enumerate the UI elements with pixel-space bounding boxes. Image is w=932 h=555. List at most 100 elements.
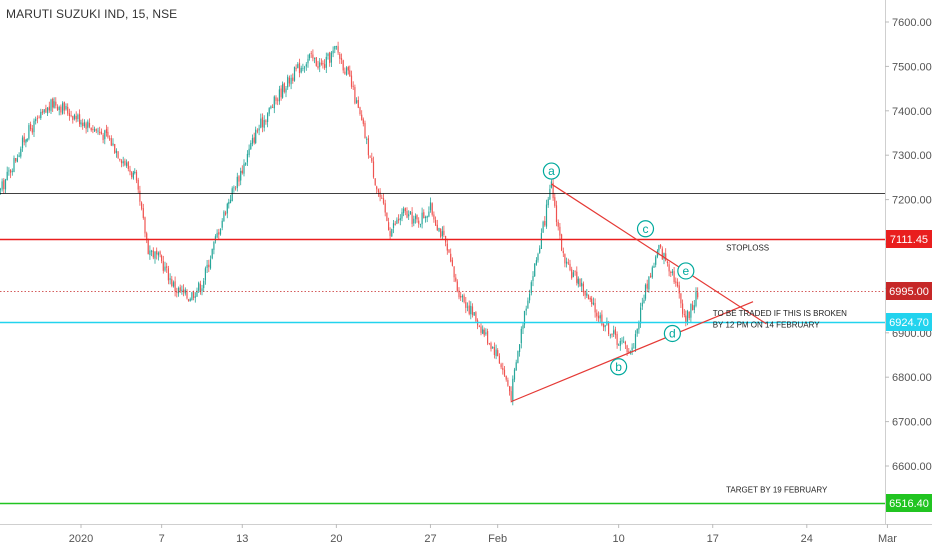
candle-body — [357, 100, 359, 108]
candle-body — [50, 99, 52, 111]
candle-body — [640, 307, 642, 324]
wave-label-circle — [677, 262, 695, 280]
candle-body — [609, 334, 611, 336]
x-tick-label: Mar — [878, 533, 897, 545]
trend-line[interactable] — [551, 183, 767, 325]
candle-body — [134, 171, 136, 173]
candle-body — [246, 153, 248, 163]
candle-body — [94, 128, 96, 132]
candle-body — [603, 324, 605, 328]
candle-body — [500, 364, 502, 368]
candle-body — [304, 67, 306, 69]
candle-body — [75, 116, 77, 120]
candle-body — [82, 122, 84, 127]
candle-body — [295, 68, 297, 70]
candle-body — [471, 306, 474, 315]
candle-body — [661, 248, 663, 260]
candle-body — [519, 344, 521, 352]
chart-title: MARUTI SUZUKI IND, 15, NSE — [6, 7, 178, 21]
candle-body — [693, 305, 695, 310]
candle-body — [110, 138, 112, 146]
candle-body — [631, 347, 633, 351]
candle-body — [147, 240, 149, 255]
candle-body — [643, 299, 645, 303]
candle-body — [690, 303, 692, 318]
candle-body — [80, 122, 82, 125]
candle-body — [421, 212, 423, 225]
candle-body — [515, 362, 517, 371]
candle-body — [243, 163, 245, 174]
y-tick-label: 7200.00 — [892, 195, 932, 207]
wave-label-text: e — [682, 264, 689, 278]
wave-labels-layer: a b c d e — [542, 162, 695, 376]
candle-body — [1, 181, 3, 190]
price-badges: 7111.45 6995.00 6924.70 6516.40 — [886, 230, 932, 512]
candle-body — [468, 305, 470, 314]
y-tick-label: 7500.00 — [892, 61, 932, 73]
candle-body — [376, 186, 378, 190]
candle-body — [688, 312, 690, 318]
candle-body — [398, 219, 400, 221]
candle-body — [28, 125, 30, 139]
candle-body — [619, 341, 621, 346]
candle-body — [571, 269, 573, 279]
candle-body — [485, 332, 487, 335]
candle-body — [641, 302, 643, 307]
candle-body — [302, 68, 304, 69]
chart-annotation: TO BE TRADED IF THIS IS BROKEN — [713, 309, 847, 318]
candle-body — [164, 266, 166, 271]
candle-body — [11, 171, 13, 172]
candle-body — [219, 228, 222, 235]
candle-body — [525, 308, 527, 311]
candle-body — [653, 266, 655, 268]
candle-body — [229, 199, 232, 204]
candle-body — [35, 119, 37, 122]
candle-body — [367, 138, 369, 156]
candle-body — [569, 263, 571, 271]
candle-body — [668, 264, 670, 272]
candle-body — [542, 221, 544, 233]
candle-body — [6, 171, 8, 180]
candle-body — [611, 333, 613, 335]
candle-body — [680, 293, 682, 304]
candle-body — [530, 282, 532, 294]
candle-body — [638, 322, 640, 330]
candle-body — [21, 137, 24, 149]
candle-body — [169, 278, 171, 280]
wave-label-text: b — [615, 360, 622, 374]
candle-body — [327, 53, 329, 56]
candle-body — [55, 101, 57, 106]
x-tick-label: 2020 — [69, 533, 93, 545]
candle-body — [13, 157, 15, 173]
candle-body — [181, 289, 183, 292]
candle-body — [403, 208, 405, 213]
candle-body — [300, 67, 302, 73]
candle-body — [258, 128, 260, 131]
candle-body — [364, 123, 366, 139]
candle-body — [587, 294, 590, 300]
candle-body — [634, 334, 637, 349]
candle-body — [456, 281, 458, 291]
candle-body — [443, 230, 445, 235]
candle-body — [446, 243, 448, 251]
candle-body — [314, 58, 316, 59]
trend-line[interactable] — [510, 301, 754, 403]
candle-body — [576, 271, 578, 283]
candle-body — [586, 293, 588, 296]
candle-body — [354, 87, 356, 104]
candle-body — [203, 280, 205, 289]
candle-body — [361, 114, 363, 120]
candle-body — [549, 188, 551, 200]
candle-body — [40, 112, 42, 119]
candle-body — [277, 99, 279, 101]
candle-body — [23, 136, 25, 143]
candle-body — [473, 312, 475, 316]
candle-body — [529, 293, 531, 301]
candle-body — [319, 62, 321, 67]
candle-body — [104, 130, 106, 140]
price-badge — [886, 230, 932, 248]
wave-label-circle — [636, 220, 655, 238]
candle-body — [648, 276, 650, 290]
